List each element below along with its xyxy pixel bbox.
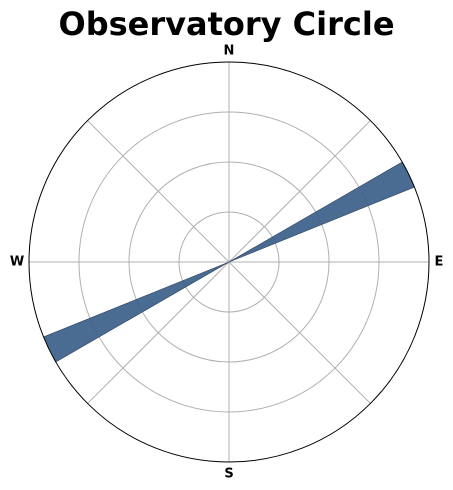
direction-label-e: E xyxy=(435,255,444,270)
chart-title: Observatory Circle xyxy=(58,5,395,43)
wedge-bar-2 xyxy=(43,261,230,363)
wedge-bar-1 xyxy=(228,161,415,263)
direction-label-w: W xyxy=(10,255,24,270)
angular-gridline-315 xyxy=(87,120,230,263)
grid-layer xyxy=(29,62,429,462)
angular-gridline-135 xyxy=(228,261,371,404)
direction-label-n: N xyxy=(224,44,235,59)
angular-gridline-225 xyxy=(87,261,230,404)
angular-gridline-45 xyxy=(228,120,371,263)
outer-circle xyxy=(28,61,430,463)
labels-layer: N E S W xyxy=(10,44,444,482)
direction-label-s: S xyxy=(224,467,233,482)
